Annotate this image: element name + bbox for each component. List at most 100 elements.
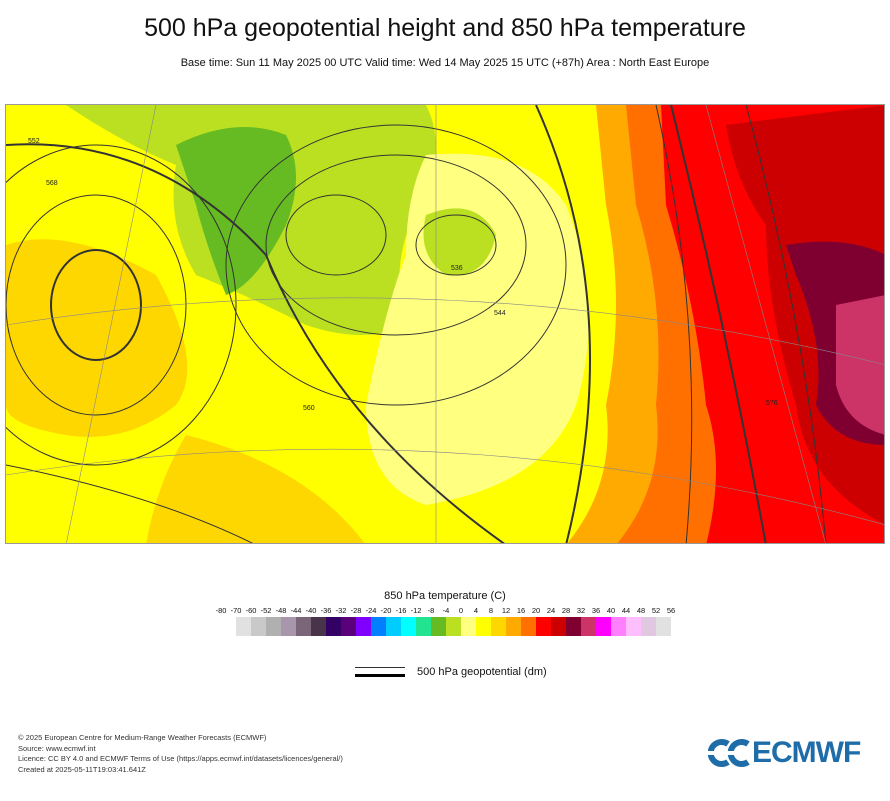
contour [6,144,237,466]
colorbar-swatch [311,617,326,636]
colorbar-swatch [641,617,656,636]
colorbar-tick-label: 12 [501,606,511,615]
colorbar-swatch [401,617,416,636]
contour-label: 568 [46,180,58,187]
colorbar-tick-label: -48 [275,606,287,615]
colorbar-tick-label: -80 [215,606,227,615]
colorbar-swatch [251,617,266,636]
contour-label: 560 [303,405,315,412]
colorbar-tick-label: 28 [561,606,571,615]
contour-label: 544 [494,310,506,317]
map-svg: 536 544 552 560 568 576 [6,105,884,543]
colorbar-tick-label: 40 [606,606,616,615]
colorbar-tick-label: -60 [245,606,257,615]
contour [6,194,187,416]
colorbar-swatch [266,617,281,636]
fill-temp-8-12-west [6,239,188,437]
colorbar-swatch [551,617,566,636]
colorbar-tick-label: -16 [395,606,407,615]
colorbar-swatch [236,617,251,636]
contour-legend: 500 hPa geopotential (dm) [355,666,547,678]
created: Created at 2025-05-11T19:03:41.641Z [18,764,146,774]
fill-temp-cold-core [423,208,496,276]
source: Source: www.ecmwf.int [18,743,96,753]
colorbar-swatch [386,617,401,636]
colorbar-swatch [521,617,536,636]
colorbar-swatch [476,617,491,636]
colorbar-swatch [626,617,641,636]
contour [415,214,497,276]
contour [745,105,827,543]
colorbar-tick-label: 32 [576,606,586,615]
colorbar-swatch [446,617,461,636]
contour [225,124,567,406]
colorbar-tick-label: -44 [290,606,302,615]
contour [285,194,387,276]
fill-temp-4-8-core [366,153,589,506]
colorbar-swatch [491,617,506,636]
colorbar-tick-label: -24 [365,606,377,615]
colorbar-tick-label: -52 [260,606,272,615]
footer: © 2025 European Centre for Medium-Range … [18,733,343,775]
colorbar-tick-label: 56 [666,606,676,615]
colorbar-tick-label: -20 [380,606,392,615]
colorbar-tick-label: -70 [230,606,242,615]
contour [655,105,693,543]
colorbar-tick-label: -28 [350,606,362,615]
colorbar-tick-label: -40 [305,606,317,615]
colorbar-tick-label: -12 [410,606,422,615]
contour-label: 536 [451,265,463,272]
contour-label: 576 [766,400,778,407]
colorbar-swatch [326,617,341,636]
colorbar-title: 850 hPa temperature (C) [384,590,506,602]
colorbar-swatch [281,617,296,636]
geopotential-contours [6,105,827,543]
colorbar-tick-label: -36 [320,606,332,615]
ecmwf-logo-icon [708,739,752,767]
colorbar-swatch [536,617,551,636]
colorbar-tick-label: 16 [516,606,526,615]
weather-map: 536 544 552 560 568 576 [5,104,885,544]
colorbar-tick-label: -32 [335,606,347,615]
colorbar-tick-label: 4 [473,606,479,615]
colorbar-swatch [431,617,446,636]
contour-label: 552 [28,138,40,145]
colorbar-swatch [566,617,581,636]
chart-subtitle: Base time: Sun 11 May 2025 00 UTC Valid … [180,57,710,69]
colorbar-tick-label: -4 [442,606,450,615]
colorbar-swatch [611,617,626,636]
legend-label: 500 hPa geopotential (dm) [417,666,547,678]
colorbar-swatch [371,617,386,636]
legend-line-icon [355,667,405,677]
ecmwf-logo: ECMWF [708,736,861,770]
graticule [6,105,884,543]
colorbar-tick-label: 44 [621,606,631,615]
colorbar-tick-label: 24 [546,606,556,615]
colorbar-swatch [506,617,521,636]
colorbar-swatch [341,617,356,636]
colorbar-tick-label: 8 [488,606,494,615]
logo-text: ECMWF [752,736,861,769]
colorbar-tick-label: 0 [458,606,464,615]
colorbar-tick-label: 36 [591,606,601,615]
colorbar-swatch [296,617,311,636]
colorbar-tick-label: 20 [531,606,541,615]
fill-temp-8-12-south [146,435,365,543]
colorbar-swatch [356,617,371,636]
colorbar-tick-label: 52 [651,606,661,615]
colorbar-swatch [581,617,596,636]
colorbar-swatch [461,617,476,636]
chart-title: 500 hPa geopotential height and 850 hPa … [144,14,746,42]
fill-temp-32-36 [836,295,884,435]
colorbar-swatch [416,617,431,636]
contour [265,154,527,336]
licence: Licence: CC BY 4.0 and ECMWF Terms of Us… [18,754,343,763]
colorbar-tick-label: -8 [427,606,435,615]
colorbar [236,617,671,636]
colorbar-tick-label: 48 [636,606,646,615]
contour-bold [6,143,505,543]
copyright: © 2025 European Centre for Medium-Range … [18,733,267,742]
contour [6,464,254,543]
contour-low-west [50,249,142,361]
colorbar-swatch [596,617,611,636]
